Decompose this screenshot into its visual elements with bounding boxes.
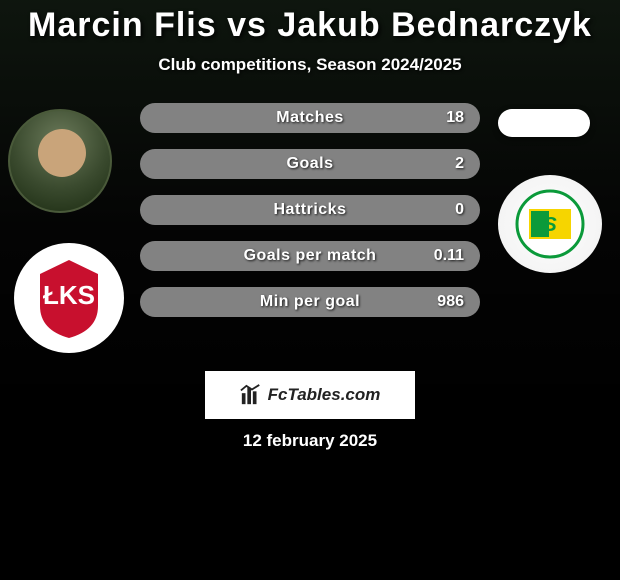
stat-label: Hattricks: [140, 195, 480, 225]
stat-row-min-per-goal: Min per goal 986: [140, 287, 480, 317]
stat-bars: Matches 18 Goals 2 Hattricks 0 Goals per…: [140, 103, 480, 333]
stat-label: Matches: [140, 103, 480, 133]
stat-label: Goals per match: [140, 241, 480, 271]
svg-text:ŁKS: ŁKS: [43, 280, 95, 310]
player1-avatar: [8, 109, 112, 213]
stat-row-matches: Matches 18: [140, 103, 480, 133]
subtitle: Club competitions, Season 2024/2025: [0, 55, 620, 75]
club-logo-lks-icon: ŁKS: [30, 256, 108, 340]
date-text: 12 february 2025: [0, 431, 620, 451]
club-logo-gks-icon: S: [515, 189, 585, 259]
stat-value-right: 986: [437, 287, 464, 317]
comparison-card: Marcin Flis vs Jakub Bednarczyk Club com…: [0, 0, 620, 580]
page-title: Marcin Flis vs Jakub Bednarczyk: [0, 0, 620, 45]
svg-text:S: S: [543, 214, 557, 236]
stat-row-goals: Goals 2: [140, 149, 480, 179]
stat-label: Goals: [140, 149, 480, 179]
stat-row-goals-per-match: Goals per match 0.11: [140, 241, 480, 271]
stat-value-right: 0.11: [434, 241, 464, 271]
source-badge[interactable]: FcTables.com: [205, 371, 415, 419]
stat-value-right: 18: [446, 103, 464, 133]
stat-row-hattricks: Hattricks 0: [140, 195, 480, 225]
stat-value-right: 0: [455, 195, 464, 225]
player2-club-badge: S: [498, 175, 602, 273]
stat-value-right: 2: [455, 149, 464, 179]
chart-bars-icon: [240, 384, 262, 406]
stat-label: Min per goal: [140, 287, 480, 317]
stats-chart-area: ŁKS S Matches 18 Goals 2: [0, 103, 620, 343]
player2-avatar-oval: [498, 109, 590, 137]
player1-club-badge: ŁKS: [14, 243, 124, 353]
source-label: FcTables.com: [268, 385, 381, 405]
